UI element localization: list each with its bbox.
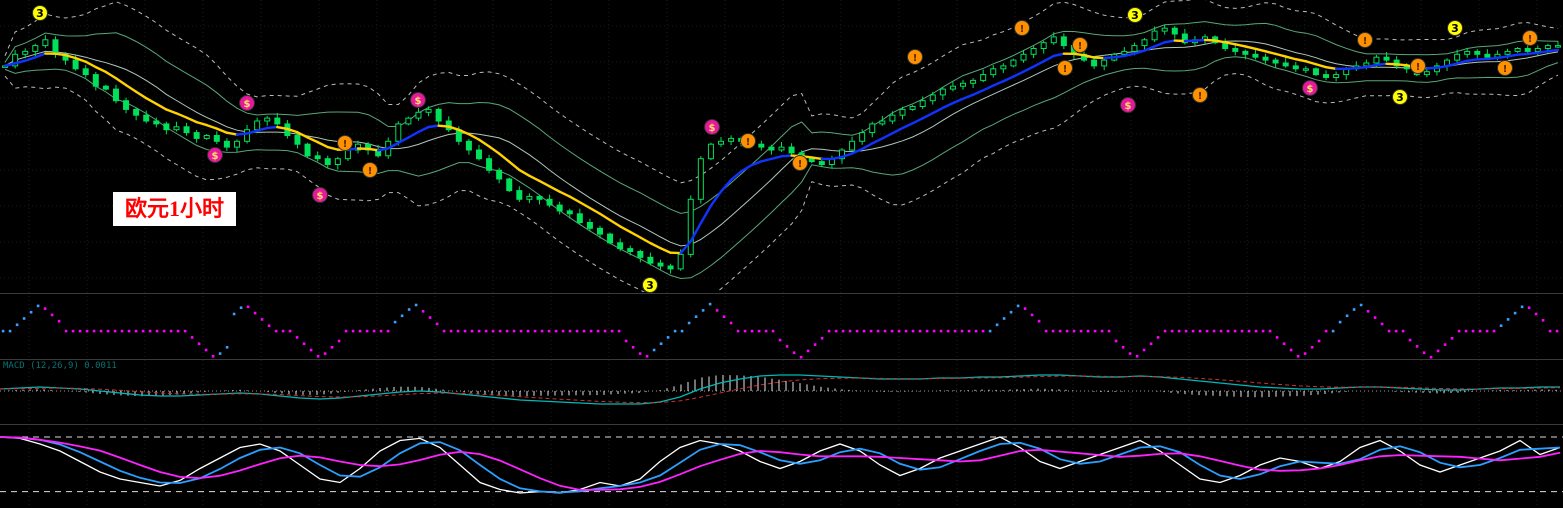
svg-text:!: ! (368, 166, 373, 177)
svg-text:!: ! (343, 139, 348, 150)
svg-text:$: $ (244, 99, 251, 110)
svg-text:$: $ (415, 96, 422, 107)
svg-text:!: ! (1078, 41, 1083, 52)
svg-text:$: $ (212, 151, 219, 162)
svg-text:3: 3 (646, 279, 654, 292)
price-markers: 3 3 3 3 3 $ $ $ $ $ $ $!!!!!!!!!!!!! (32, 5, 1538, 293)
svg-text:3: 3 (1131, 9, 1139, 22)
chart-symbol-text: 欧元1小时 (125, 196, 225, 221)
svg-text:3: 3 (1396, 91, 1404, 104)
svg-text:!: ! (1363, 36, 1368, 47)
svg-text:!: ! (1503, 64, 1508, 75)
svg-text:$: $ (1125, 101, 1132, 112)
svg-text:!: ! (1063, 64, 1068, 75)
svg-text:!: ! (1198, 91, 1203, 102)
svg-text:!: ! (1528, 34, 1533, 45)
svg-text:!: ! (798, 159, 803, 170)
macd-indicator-label: MACD (12,26,9) 0.0011 (3, 361, 117, 371)
svg-text:$: $ (317, 191, 324, 202)
svg-text:!: ! (1416, 62, 1421, 73)
svg-text:3: 3 (36, 7, 44, 20)
svg-text:!: ! (746, 137, 751, 148)
svg-text:!: ! (913, 53, 918, 64)
chart-symbol-label: 欧元1小时 (113, 192, 237, 226)
svg-text:!: ! (1020, 24, 1025, 35)
svg-text:$: $ (1307, 84, 1314, 95)
svg-text:3: 3 (1451, 22, 1459, 35)
svg-text:$: $ (709, 123, 716, 134)
